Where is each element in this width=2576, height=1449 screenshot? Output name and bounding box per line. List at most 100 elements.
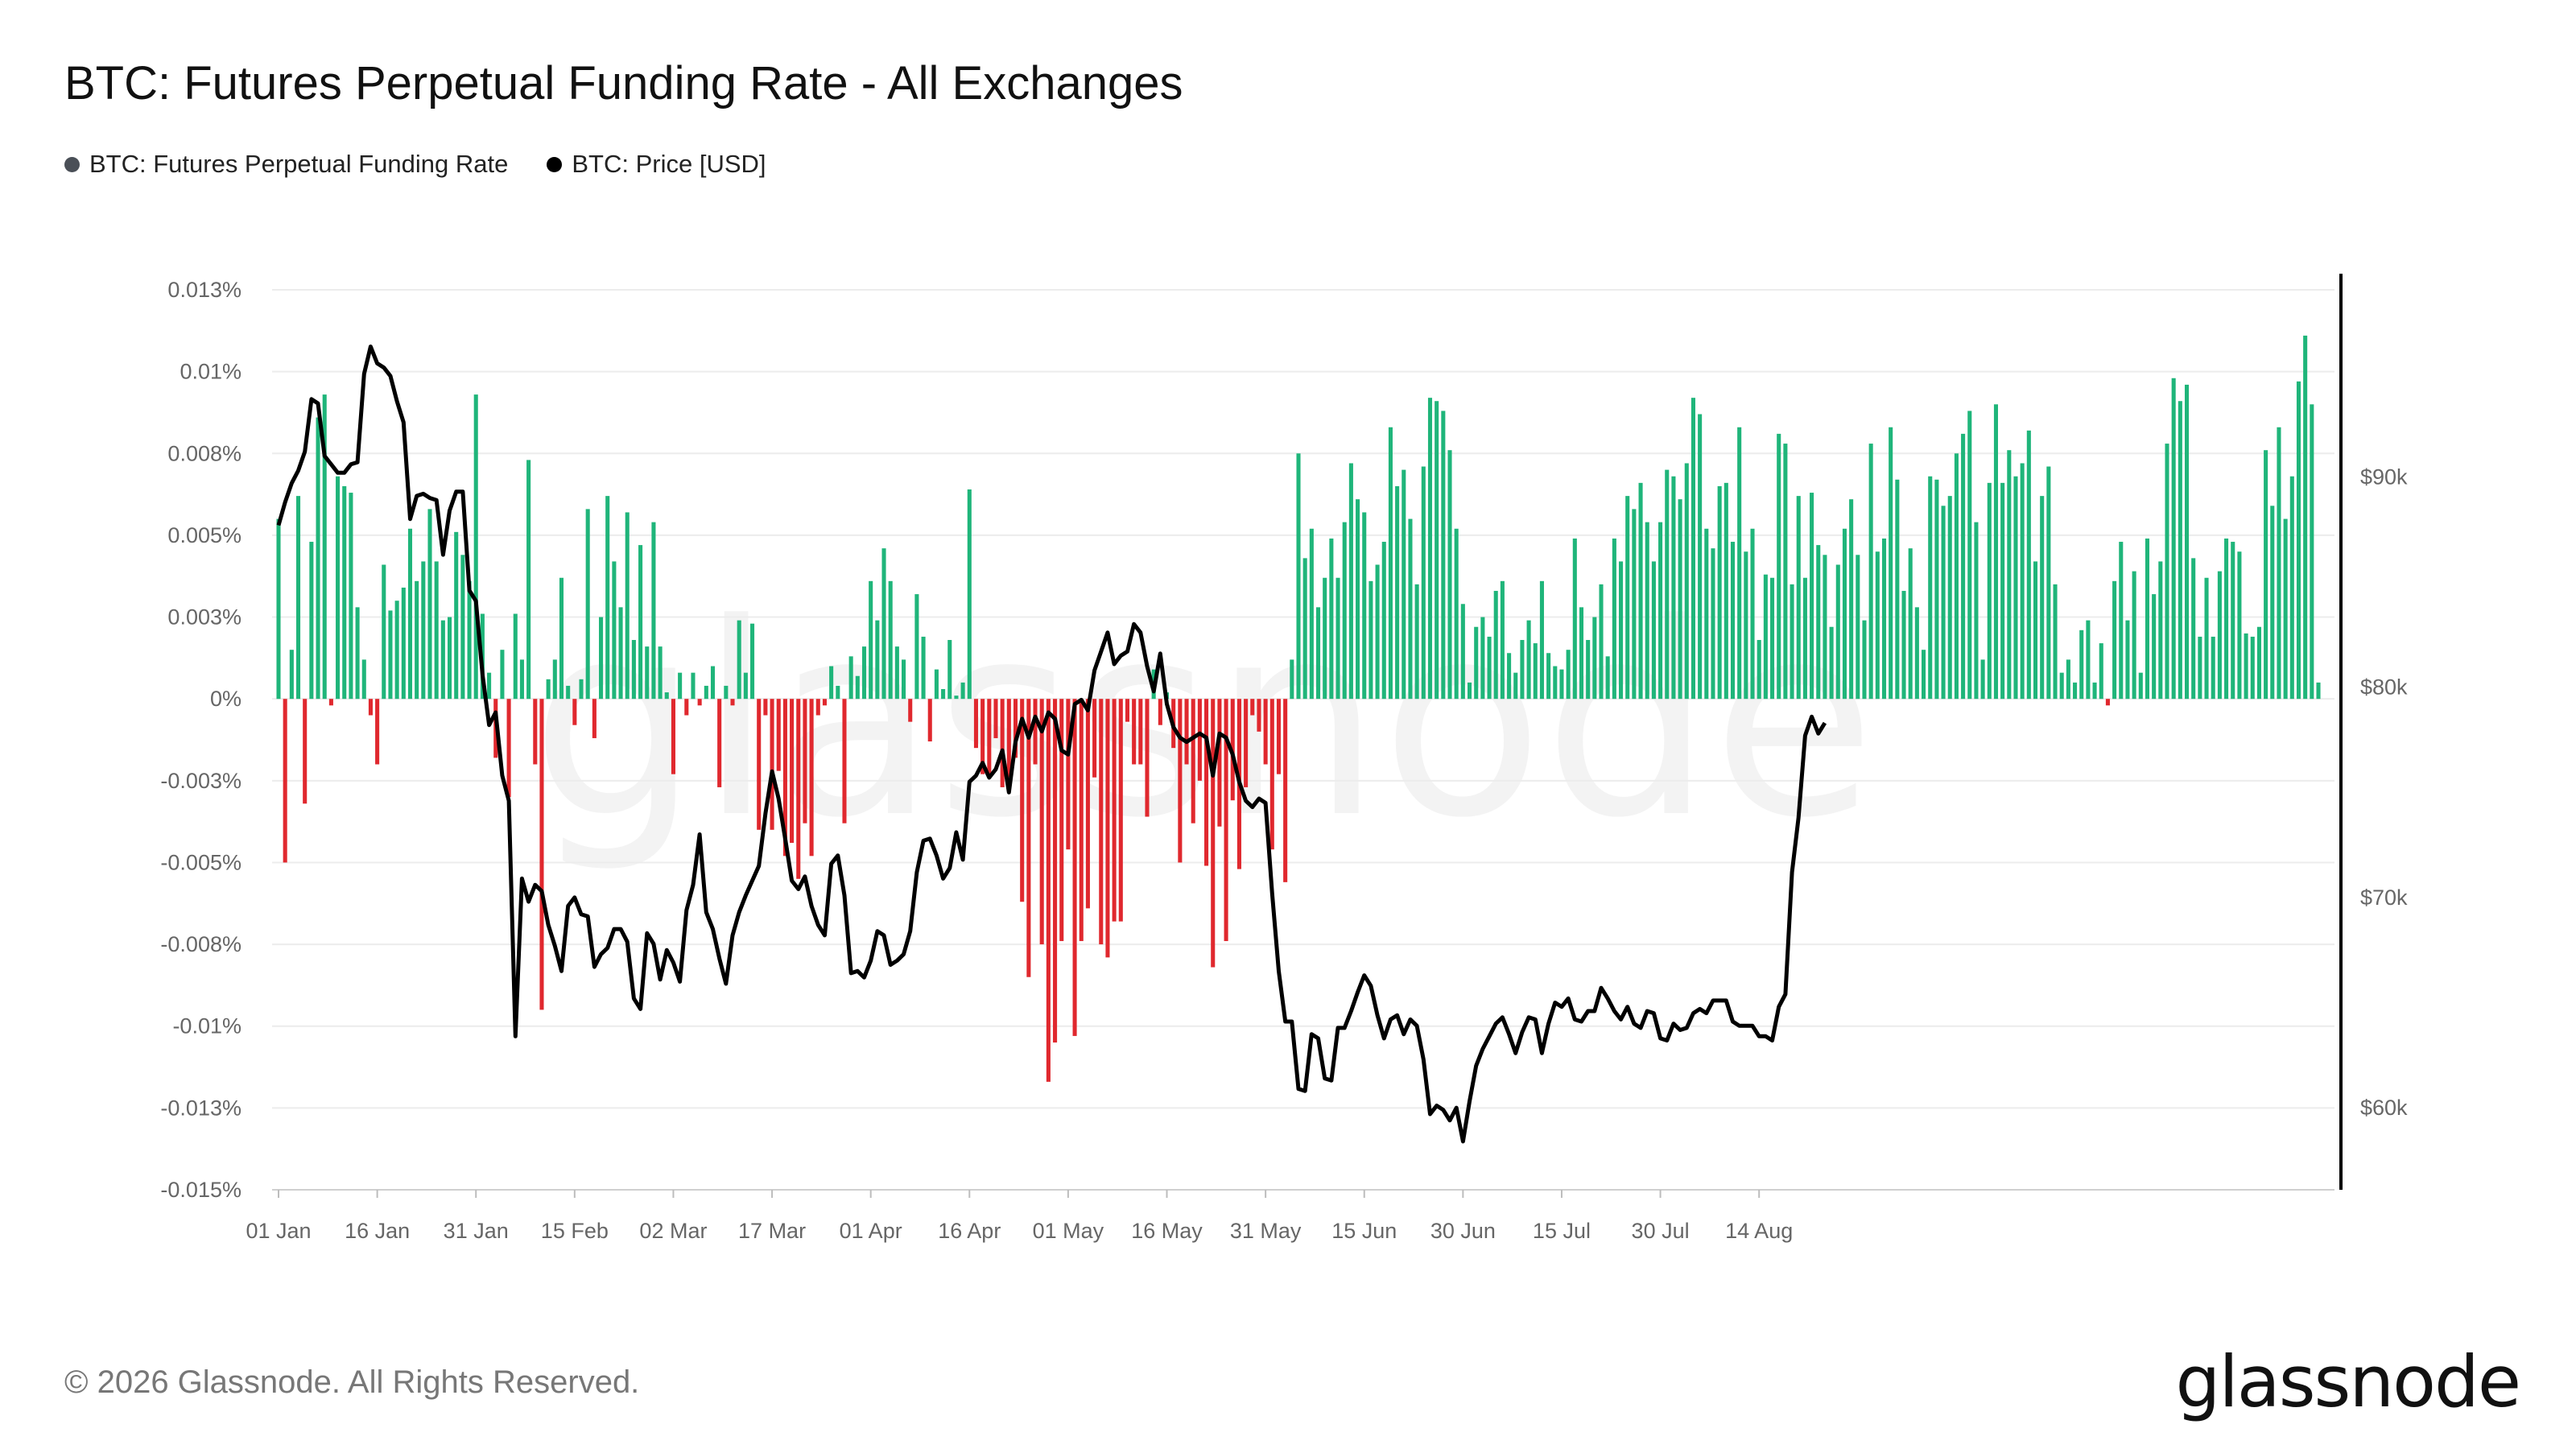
funding-bar xyxy=(684,699,689,716)
funding-bar xyxy=(671,699,675,774)
funding-bar xyxy=(368,699,373,716)
y-left-tick-label: -0.01% xyxy=(172,1014,242,1038)
funding-bar xyxy=(2224,538,2229,700)
funding-bar xyxy=(790,699,795,844)
axes: 0.013% 0.01% 0.008% 0.005% 0.003% 0% -0.003% -0… xyxy=(160,274,2408,1243)
price-line xyxy=(276,345,1827,1144)
funding-bar xyxy=(2270,506,2275,700)
funding-bar xyxy=(954,696,959,700)
glassnode-logo[interactable]: glassnode xyxy=(2175,1340,2521,1423)
funding-bar xyxy=(1178,699,1183,863)
funding-bar xyxy=(2184,384,2190,700)
funding-bar xyxy=(1356,499,1360,700)
funding-bar xyxy=(2303,335,2308,700)
funding-bar xyxy=(782,699,787,857)
funding-bar xyxy=(592,699,597,738)
x-tick-label: 15 Jun xyxy=(1331,1219,1397,1243)
legend-item-funding-rate[interactable]: BTC: Futures Perpetual Funding Rate xyxy=(64,150,508,179)
funding-bar xyxy=(1690,398,1695,700)
funding-bar xyxy=(1750,528,1755,700)
funding-bar xyxy=(349,493,353,700)
funding-bar xyxy=(1395,485,1400,700)
funding-bar xyxy=(967,489,972,700)
funding-bar xyxy=(1842,528,1847,700)
funding-bar xyxy=(724,685,729,700)
funding-bar xyxy=(1559,669,1564,700)
funding-bar xyxy=(750,623,755,700)
funding-bar xyxy=(704,685,708,700)
funding-bar xyxy=(1276,699,1282,774)
funding-bar xyxy=(803,699,807,824)
funding-bar xyxy=(454,531,459,700)
copyright-text: © 2026 Glassnode. All Rights Reserved. xyxy=(64,1364,640,1400)
funding-bar xyxy=(1000,699,1005,787)
funding-bar xyxy=(1381,542,1386,700)
funding-bar xyxy=(1632,509,1637,700)
funding-bar xyxy=(2066,659,2070,700)
funding-bar xyxy=(1671,476,1676,700)
y-right-tick-label: $60k xyxy=(2360,1096,2408,1120)
funding-bar xyxy=(599,617,604,700)
funding-bar xyxy=(427,509,432,700)
funding-bar xyxy=(1020,699,1025,902)
funding-bar xyxy=(2079,630,2084,700)
funding-bar xyxy=(546,679,551,700)
y-left-tick-label: 0.003% xyxy=(167,605,242,630)
x-tick-label: 16 Apr xyxy=(938,1219,1001,1243)
funding-bar xyxy=(1889,427,1893,700)
funding-bar xyxy=(1922,650,1926,700)
funding-bar xyxy=(336,476,341,700)
funding-bar xyxy=(1493,591,1498,700)
funding-bar xyxy=(1244,699,1249,787)
funding-bar xyxy=(1474,626,1479,700)
funding-bar xyxy=(1737,427,1742,700)
funding-bar xyxy=(1895,479,1900,700)
funding-bar xyxy=(1810,493,1814,700)
funding-bar xyxy=(888,580,893,700)
funding-bar xyxy=(2138,672,2143,700)
funding-bar xyxy=(1586,640,1591,700)
funding-bar xyxy=(1118,699,1123,922)
funding-bar xyxy=(1974,522,1979,700)
funding-bar xyxy=(1283,699,1288,882)
legend-item-price[interactable]: BTC: Price [USD] xyxy=(547,150,766,179)
funding-bar xyxy=(2059,672,2064,700)
funding-bar xyxy=(2296,381,2301,700)
funding-bar xyxy=(697,699,702,706)
funding-bar xyxy=(2191,558,2196,700)
funding-bar xyxy=(1770,577,1775,700)
funding-bar xyxy=(1566,650,1571,700)
y-left-tick-label: 0.008% xyxy=(167,441,242,465)
legend-dot-funding-rate xyxy=(64,156,80,172)
watermark: glassnode xyxy=(530,567,1876,876)
funding-bar xyxy=(717,699,722,787)
y-left-tick-label: 0.013% xyxy=(167,278,242,302)
funding-bar xyxy=(1901,591,1906,700)
funding-bar xyxy=(1856,555,1860,700)
funding-bar xyxy=(1315,607,1321,700)
y-right-tick-label: $70k xyxy=(2360,886,2408,910)
funding-bar xyxy=(894,646,899,700)
funding-bar xyxy=(822,699,827,706)
funding-bar xyxy=(2105,699,2110,706)
funding-bar xyxy=(2158,561,2163,700)
funding-bar xyxy=(1414,584,1419,700)
funding-bar xyxy=(2289,476,2294,700)
funding-bar xyxy=(2026,430,2031,700)
x-tick-label: 31 Jan xyxy=(444,1219,509,1243)
funding-bar xyxy=(1941,506,1946,700)
funding-bar xyxy=(2040,496,2045,700)
funding-bar xyxy=(1302,558,1307,700)
funding-bar xyxy=(612,561,617,700)
funding-bar xyxy=(1402,469,1406,700)
funding-bar xyxy=(303,699,308,804)
funding-bar xyxy=(1059,699,1064,942)
x-tick-label: 01 Jan xyxy=(246,1219,311,1243)
funding-bar xyxy=(1269,699,1274,850)
funding-bar xyxy=(1724,482,1728,700)
funding-bar xyxy=(2125,620,2130,700)
funding-bar xyxy=(1553,666,1558,700)
funding-bar xyxy=(1480,617,1485,700)
funding-bar xyxy=(506,699,511,798)
